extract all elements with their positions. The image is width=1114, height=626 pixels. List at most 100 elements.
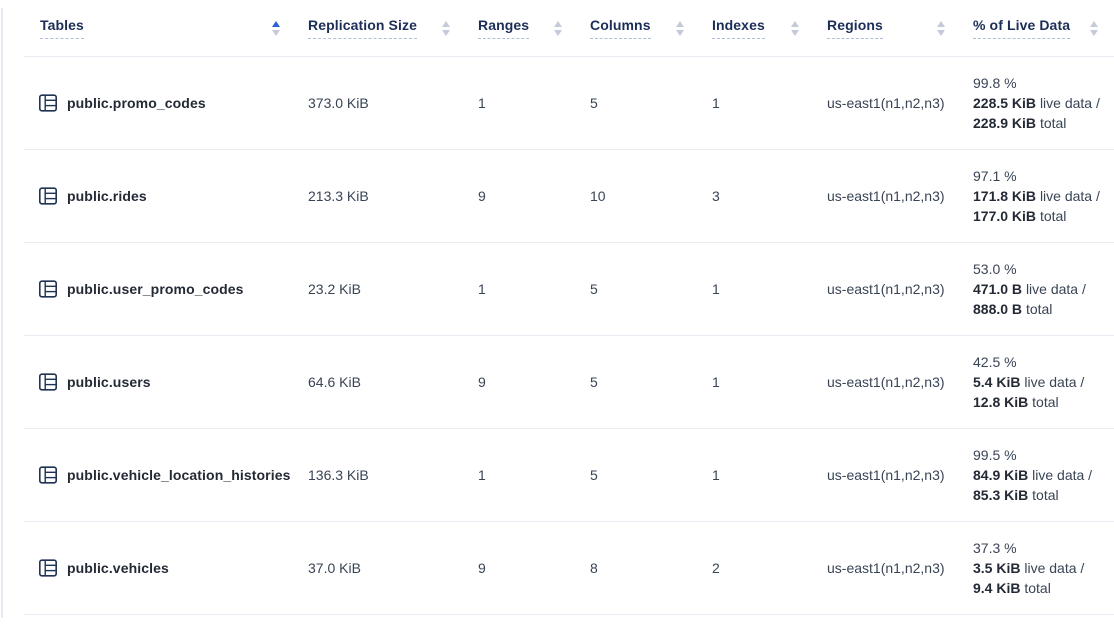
replication-size-cell: 213.3 KiB [308,188,369,204]
sort-carets-icon[interactable] [791,20,799,36]
total-label: total [1024,580,1051,596]
total-size-line: 228.9 KiB total [973,113,1114,133]
replication-size-cell: 64.6 KiB [308,374,361,390]
indexes-cell: 1 [712,374,720,390]
columns-cell: 10 [590,188,606,204]
total-size-value: 12.8 KiB [973,394,1029,410]
column-header-columns[interactable]: Columns [578,17,700,39]
live-size-value: 5.4 KiB [973,374,1021,390]
column-header-label: Tables [40,17,84,39]
live-size-line: 171.8 KiB live data / [973,186,1114,206]
total-label: total [1039,208,1067,224]
table-name-link[interactable]: public.user_promo_codes [67,281,244,297]
column-header-label: % of Live Data [973,17,1071,39]
total-size-value: 228.9 KiB [973,115,1037,131]
table-row: public.user_promo_codes 23.2 KiB 1 5 1 u… [24,243,1114,336]
table-name-cell[interactable]: public.promo_codes [24,93,296,113]
table-header-row: Tables Replication Size Ranges Columns I… [24,0,1114,57]
ranges-cell: 9 [478,374,486,390]
live-data-cell: 99.8 % 228.5 KiB live data / 228.9 KiB t… [961,73,1114,133]
columns-cell: 5 [590,467,598,483]
regions-cell: us-east1(n1,n2,n3) [827,188,945,204]
table-row: public.rides 213.3 KiB 9 10 3 us-east1(n… [24,150,1114,243]
columns-cell: 8 [590,560,598,576]
live-percent: 42.5 % [973,354,1017,370]
tables-table: Tables Replication Size Ranges Columns I… [24,0,1114,615]
column-header-ranges[interactable]: Ranges [466,17,578,39]
ranges-cell: 1 [478,281,486,297]
live-size-value: 228.5 KiB [973,95,1037,111]
total-label: total [1039,115,1067,131]
total-size-value: 888.0 B [973,301,1023,317]
table-name-cell[interactable]: public.rides [24,186,296,206]
table-row: public.users 64.6 KiB 9 5 1 us-east1(n1,… [24,336,1114,429]
live-data-label: live data / [1025,281,1086,297]
table-name-link[interactable]: public.vehicle_location_histories [67,467,291,483]
live-data-cell: 42.5 % 5.4 KiB live data / 12.8 KiB tota… [961,352,1114,412]
live-data-label: live data / [1039,95,1100,111]
table-name-cell[interactable]: public.user_promo_codes [24,279,296,299]
live-data-label: live data / [1024,560,1085,576]
table-row: public.vehicle_location_histories 136.3 … [24,429,1114,522]
regions-cell: us-east1(n1,n2,n3) [827,467,945,483]
table-name-link[interactable]: public.users [67,374,151,390]
live-size-value: 171.8 KiB [973,188,1037,204]
live-percent: 37.3 % [973,540,1017,556]
indexes-cell: 1 [712,95,720,111]
table-icon [38,465,58,485]
total-size-value: 177.0 KiB [973,208,1037,224]
total-size-value: 9.4 KiB [973,580,1021,596]
live-size-line: 5.4 KiB live data / [973,372,1114,392]
sort-carets-icon[interactable] [272,20,280,36]
table-body: public.promo_codes 373.0 KiB 1 5 1 us-ea… [24,57,1114,615]
table-icon [38,558,58,578]
live-data-label: live data / [1024,374,1085,390]
total-size-line: 9.4 KiB total [973,578,1114,598]
table-name-cell[interactable]: public.vehicle_location_histories [24,465,296,485]
table-name-link[interactable]: public.promo_codes [67,95,206,111]
table-icon [38,186,58,206]
ranges-cell: 9 [478,188,486,204]
column-header-regions[interactable]: Regions [815,17,961,39]
live-size-line: 471.0 B live data / [973,279,1114,299]
table-name-cell[interactable]: public.users [24,372,296,392]
replication-size-cell: 136.3 KiB [308,467,369,483]
ranges-cell: 9 [478,560,486,576]
column-header-label: Ranges [478,17,530,39]
indexes-cell: 3 [712,188,720,204]
column-header-indexes[interactable]: Indexes [700,17,815,39]
total-size-line: 177.0 KiB total [973,206,1114,226]
live-percent: 97.1 % [973,168,1017,184]
sort-carets-icon[interactable] [1090,20,1098,36]
column-header-tables[interactable]: Tables [24,17,296,39]
sort-carets-icon[interactable] [676,20,684,36]
live-data-label: live data / [1039,188,1100,204]
table-icon [38,372,58,392]
indexes-cell: 1 [712,467,720,483]
total-size-line: 85.3 KiB total [973,485,1114,505]
sort-carets-icon[interactable] [442,20,450,36]
live-size-line: 3.5 KiB live data / [973,558,1114,578]
live-data-cell: 99.5 % 84.9 KiB live data / 85.3 KiB tot… [961,445,1114,505]
regions-cell: us-east1(n1,n2,n3) [827,95,945,111]
ranges-cell: 1 [478,95,486,111]
live-percent: 99.5 % [973,447,1017,463]
table-row: public.vehicles 37.0 KiB 9 8 2 us-east1(… [24,522,1114,615]
column-header-live-data[interactable]: % of Live Data [961,17,1114,39]
live-percent: 53.0 % [973,261,1017,277]
live-data-label: live data / [1032,467,1093,483]
live-size-line: 228.5 KiB live data / [973,93,1114,113]
regions-cell: us-east1(n1,n2,n3) [827,374,945,390]
sort-carets-icon[interactable] [937,20,945,36]
columns-cell: 5 [590,281,598,297]
table-name-cell[interactable]: public.vehicles [24,558,296,578]
table-name-link[interactable]: public.rides [67,188,147,204]
table-icon [38,279,58,299]
table-name-link[interactable]: public.vehicles [67,560,169,576]
live-data-cell: 37.3 % 3.5 KiB live data / 9.4 KiB total [961,538,1114,598]
replication-size-cell: 37.0 KiB [308,560,361,576]
column-header-label: Replication Size [308,17,417,39]
sort-carets-icon[interactable] [554,20,562,36]
column-header-replication-size[interactable]: Replication Size [296,17,466,39]
live-data-cell: 97.1 % 171.8 KiB live data / 177.0 KiB t… [961,166,1114,226]
